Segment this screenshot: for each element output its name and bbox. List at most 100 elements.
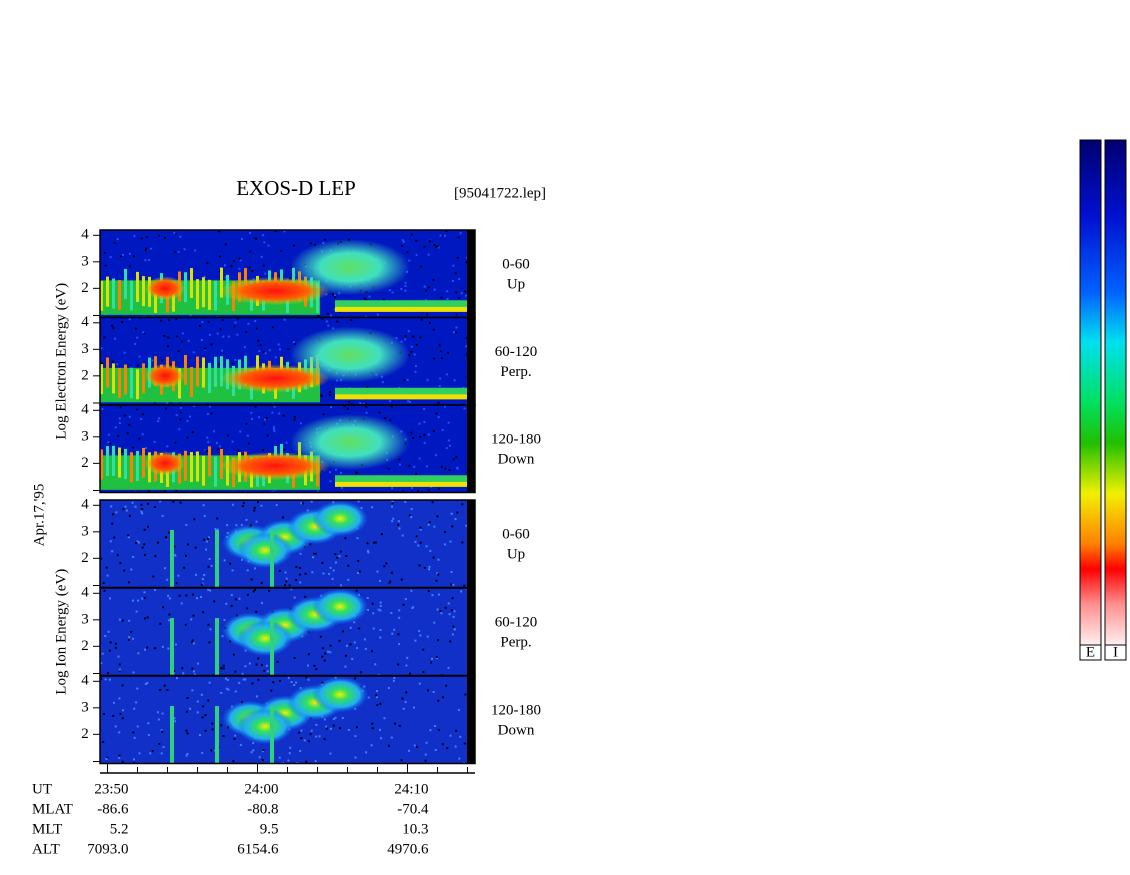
speckle (330, 314, 333, 317)
ut-label: UT (32, 781, 52, 797)
speckle (132, 671, 135, 674)
speckle (455, 331, 458, 334)
stripe (184, 450, 187, 481)
speckle (143, 596, 146, 599)
speckle (136, 336, 139, 339)
stripe (100, 449, 103, 480)
speckle (213, 600, 216, 603)
speckle (351, 657, 354, 660)
speckle (238, 597, 241, 600)
speckle (185, 754, 188, 757)
angle-label: 0-60 (502, 526, 530, 542)
speckle (445, 230, 448, 233)
speckle (206, 413, 209, 416)
speckle (141, 508, 144, 511)
speckle (239, 430, 242, 433)
speckle (208, 641, 211, 644)
speckle (423, 433, 426, 436)
speckle (225, 687, 228, 690)
speckle (383, 717, 386, 720)
speckle (126, 432, 129, 435)
x-tick-label: 23:50 (94, 781, 128, 797)
speckle (203, 573, 206, 576)
speckle (325, 725, 328, 728)
speckle (344, 665, 347, 668)
speckle (303, 739, 306, 742)
speckle (186, 436, 189, 439)
speckle (328, 572, 331, 575)
speckle (173, 670, 176, 673)
speckle (398, 609, 401, 612)
speckle (273, 405, 276, 408)
speckle (195, 597, 198, 600)
speckle (166, 401, 169, 404)
speckle (227, 434, 230, 437)
speckle (419, 634, 422, 637)
speckle (363, 297, 366, 300)
speckle (271, 490, 274, 493)
speckle (153, 588, 156, 591)
speckle (401, 244, 404, 247)
speckle (309, 242, 312, 245)
speckle (123, 414, 126, 417)
speckle (140, 503, 143, 506)
speckle (452, 264, 455, 267)
speckle (234, 321, 237, 324)
speckle (451, 597, 454, 600)
speckle (259, 344, 262, 347)
speckle (427, 488, 430, 491)
speckle (454, 745, 457, 748)
speckle (129, 265, 132, 268)
speckle (435, 657, 438, 660)
speckle (192, 351, 195, 354)
speckle (186, 419, 189, 422)
speckle (112, 714, 115, 717)
speckle (159, 500, 162, 503)
speckle (312, 556, 315, 559)
speckle (119, 406, 122, 409)
speckle (255, 237, 258, 240)
speckle (432, 556, 435, 559)
speckle (121, 760, 124, 763)
speckle (402, 603, 405, 606)
speckle (355, 726, 358, 729)
speckle (167, 345, 170, 348)
speckle (141, 413, 144, 416)
speckle (329, 391, 332, 394)
speckle (435, 655, 438, 658)
speckle (327, 650, 330, 653)
stripe (100, 364, 103, 395)
speckle (451, 279, 454, 282)
ephemeris-value: -70.4 (397, 801, 429, 817)
speckle (404, 284, 407, 287)
speckle (271, 411, 274, 414)
speckle (426, 313, 429, 316)
speckle (288, 584, 291, 587)
speckle (159, 622, 162, 625)
speckle (263, 669, 266, 672)
stripe (196, 451, 199, 482)
speckle (187, 543, 190, 546)
speckle (389, 419, 392, 422)
speckle (248, 231, 251, 234)
speckle (222, 735, 225, 738)
speckle (191, 593, 194, 596)
speckle (227, 688, 230, 691)
speckle (320, 394, 323, 397)
speckle (388, 289, 391, 292)
speckle (165, 407, 168, 410)
edge-strip (467, 500, 475, 588)
speckle (166, 689, 169, 692)
blob (290, 239, 410, 296)
speckle (450, 609, 453, 612)
speckle (190, 618, 193, 621)
speckle (429, 729, 432, 732)
speckle (437, 639, 440, 642)
speckle (104, 264, 107, 267)
speckle (204, 449, 207, 452)
speckle (121, 684, 124, 687)
speckle (106, 574, 109, 577)
speckle (183, 566, 186, 569)
speckle (419, 435, 422, 438)
